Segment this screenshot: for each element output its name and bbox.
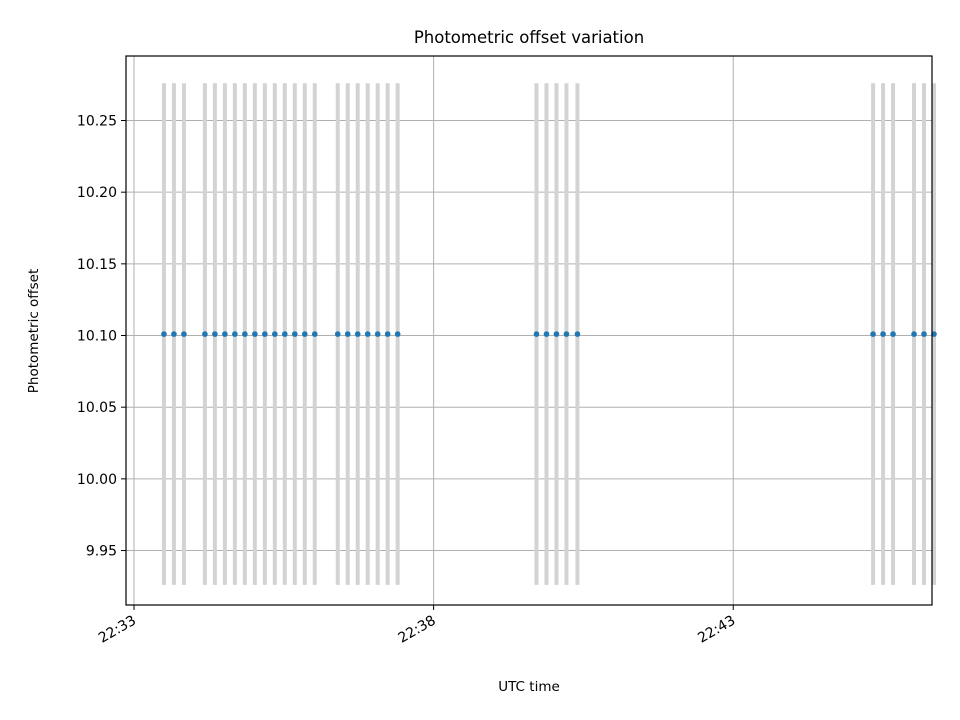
y-tick-label: 9.95	[86, 544, 117, 560]
chart-title: Photometric offset variation	[414, 28, 644, 47]
x-axis-label: UTC time	[498, 679, 560, 695]
data-point	[344, 331, 351, 337]
data-point	[272, 331, 278, 337]
y-axis-label: Photometric offset	[26, 269, 42, 393]
y-tick-label: 10.00	[77, 472, 117, 488]
data-point	[364, 331, 371, 337]
data-point	[890, 331, 896, 337]
y-tick-label: 10.10	[77, 329, 117, 345]
data-point	[212, 331, 218, 337]
plot-frame	[125, 55, 933, 606]
data-point	[553, 331, 560, 337]
data-point	[311, 331, 318, 337]
data-point	[921, 331, 927, 337]
y-axis: 9.95 10.00 10.05 10.10 10.15 10.20 10.25	[77, 114, 126, 560]
data-point	[374, 331, 381, 337]
data-point	[252, 331, 258, 337]
data-point	[563, 331, 570, 337]
data-point	[334, 331, 341, 337]
y-tick-label: 10.15	[77, 257, 117, 273]
data-point	[574, 331, 581, 337]
data-point	[533, 331, 540, 337]
data-point	[202, 331, 208, 337]
data-point	[161, 331, 167, 337]
data-point	[301, 331, 308, 337]
data-point	[354, 331, 361, 337]
grid	[126, 56, 932, 605]
data-point	[384, 331, 391, 337]
data-point	[171, 331, 177, 337]
data-point	[181, 331, 187, 337]
data-point	[880, 331, 886, 337]
data-point	[870, 331, 876, 337]
data-points	[161, 331, 937, 337]
data-point	[911, 331, 917, 337]
y-tick-label: 10.25	[77, 114, 117, 130]
y-tick-label: 10.05	[77, 400, 117, 416]
data-point	[282, 331, 288, 337]
data-point	[222, 331, 228, 337]
data-point	[291, 331, 298, 337]
data-point	[242, 331, 248, 337]
y-tick-label: 10.20	[77, 185, 117, 201]
data-point	[232, 331, 238, 337]
data-point	[543, 331, 550, 337]
data-point	[394, 331, 401, 337]
data-point	[262, 331, 268, 337]
